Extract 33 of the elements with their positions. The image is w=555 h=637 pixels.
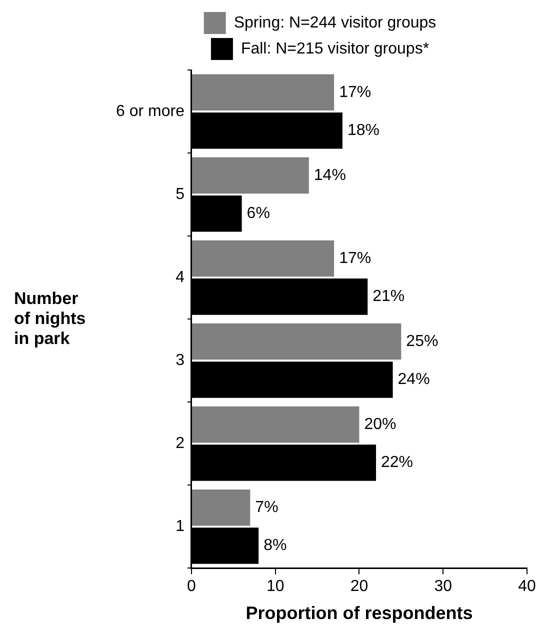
data-label: 24% xyxy=(398,371,430,388)
bar xyxy=(192,157,309,194)
y-tick-label: 4 xyxy=(176,268,185,286)
data-label: 18% xyxy=(347,122,380,140)
x-tick-label: 10 xyxy=(266,578,284,596)
y-axis-title: Number of nights in park xyxy=(14,288,86,348)
legend-label: Fall: N=215 visitor groups* xyxy=(240,40,430,58)
data-label: 20% xyxy=(364,416,396,433)
y-tick-label: 1 xyxy=(176,518,185,536)
x-tick-label: 20 xyxy=(350,578,368,596)
x-tick-label: 30 xyxy=(434,578,452,596)
bar xyxy=(192,74,334,111)
bar xyxy=(192,406,360,443)
data-label: 17% xyxy=(339,250,372,267)
y-tick-label: 6 or more xyxy=(116,102,185,120)
bar xyxy=(192,323,402,360)
data-label: 22% xyxy=(381,454,414,472)
data-label: 25% xyxy=(406,332,438,350)
x-tick-label: 40 xyxy=(518,578,536,596)
y-tick-label: 2 xyxy=(176,435,185,452)
data-label: 7% xyxy=(255,498,278,516)
bar xyxy=(192,240,334,277)
data-label: 21% xyxy=(372,288,405,306)
data-label: 6% xyxy=(246,205,270,222)
x-axis-title: Proportion of respondents xyxy=(246,603,473,624)
data-label: 8% xyxy=(264,537,287,554)
data-label: 17% xyxy=(339,84,372,101)
legend-label: Spring: N=244 visitor groups xyxy=(234,14,436,32)
y-tick-label: 5 xyxy=(176,186,185,203)
y-tick-label: 3 xyxy=(176,352,185,370)
x-tick-label: 0 xyxy=(187,578,196,596)
data-label: 14% xyxy=(314,166,346,184)
bar xyxy=(192,489,250,526)
